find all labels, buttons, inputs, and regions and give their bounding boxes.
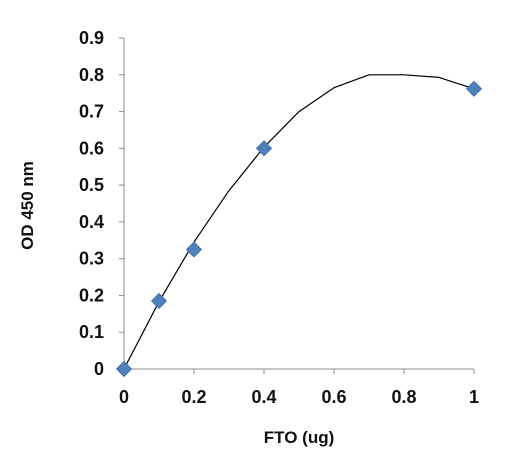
x-tick-label: 0.2 <box>181 387 206 407</box>
y-tick-label: 0.5 <box>79 175 104 195</box>
trendline-group <box>123 74 475 370</box>
y-tick-label: 0 <box>94 359 104 379</box>
x-axis-title: FTO (ug) <box>264 428 335 447</box>
data-point <box>150 292 168 310</box>
y-axis-title: OD 450 nm <box>18 161 37 250</box>
y-tick-label: 0.4 <box>79 212 104 232</box>
y-tick-label: 0.2 <box>79 285 104 305</box>
y-tick-label: 0.1 <box>79 322 104 342</box>
y-tick-label: 0.8 <box>79 65 104 85</box>
trendline <box>123 74 475 370</box>
data-point <box>115 360 133 378</box>
data-point <box>185 241 203 258</box>
y-tick-label: 0.6 <box>79 138 104 158</box>
x-tick-label: 0.4 <box>251 387 276 407</box>
x-tick-label: 0.8 <box>391 387 416 407</box>
y-tick-label: 0.9 <box>79 28 104 48</box>
y-tick-label: 0.3 <box>79 249 104 269</box>
tick-labels: 0 0.1 0.2 0.3 0.4 0.5 0.6 0.7 0.8 0.9 0 0.2 0.4 0.6 0.… <box>79 28 479 407</box>
data-point <box>465 80 483 97</box>
x-tick-label: 0 <box>119 387 129 407</box>
x-tick-label: 1 <box>469 387 479 407</box>
data-points <box>115 80 483 378</box>
y-tick-label: 0.7 <box>79 102 104 122</box>
x-tick-label: 0.6 <box>321 387 346 407</box>
axes <box>119 37 475 374</box>
data-point <box>255 140 273 157</box>
